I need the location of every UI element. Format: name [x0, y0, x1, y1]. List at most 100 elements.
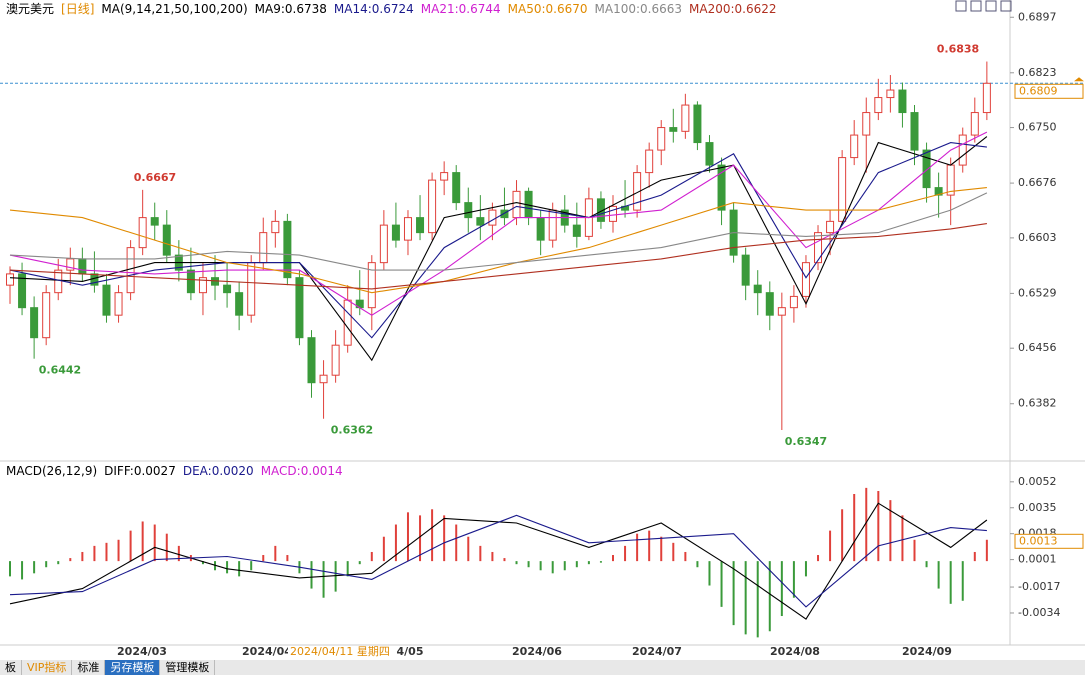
- candle-body: [198, 277, 207, 294]
- candle-body: [367, 262, 376, 309]
- y-tick-label: 0.6823: [1018, 66, 1057, 79]
- x-tick-label: 2024/09: [902, 645, 952, 658]
- candle-body: [307, 337, 316, 384]
- candle-body: [789, 295, 798, 309]
- candle-body: [681, 104, 690, 132]
- indicator-line: [9, 502, 988, 620]
- candle-body: [958, 134, 967, 166]
- candle-body: [150, 217, 159, 226]
- main-legend: 澳元美元 [日线] MA(9,14,21,50,100,200) MA9:0.6…: [6, 0, 777, 17]
- candle-body: [54, 269, 63, 294]
- x-tick-label: 2024/03: [117, 645, 167, 658]
- candle-body: [765, 292, 774, 316]
- last-price-label: 0.6809: [1019, 84, 1058, 97]
- candle-body: [910, 112, 919, 151]
- candle-body: [138, 217, 147, 249]
- y-tick-label: 0.0001: [1018, 553, 1057, 566]
- y-tick-label: 0.6456: [1018, 341, 1057, 354]
- candle-body: [235, 292, 244, 316]
- y-tick-label: 0.0052: [1018, 475, 1057, 488]
- x-tick-label: 4/05: [397, 645, 424, 658]
- crosshair-label: 2024/04/11 星期四: [290, 645, 390, 658]
- candle-body: [826, 220, 835, 234]
- candle-body: [886, 89, 895, 99]
- candle-body: [18, 273, 27, 309]
- legend-entry: MA200:0.6622: [689, 1, 777, 16]
- candle-body: [162, 224, 171, 256]
- toolbar-button[interactable]: 管理模板: [160, 660, 216, 675]
- macd-title: MACD(26,12,9): [6, 464, 98, 478]
- candle-body: [283, 220, 292, 279]
- x-tick-label: 2024/04: [242, 645, 292, 658]
- candle-body: [777, 307, 786, 316]
- x-tick-label: 2024/07: [632, 645, 682, 658]
- high-low-label: 0.6838: [937, 43, 979, 56]
- icon[interactable]: [985, 0, 997, 12]
- icon[interactable]: [955, 0, 967, 12]
- candle-body: [572, 224, 581, 237]
- indicator-line: [9, 223, 987, 290]
- candle-body: [343, 299, 352, 346]
- legend-entry: MA50:0.6670: [507, 1, 588, 16]
- candle-body: [476, 217, 485, 226]
- y-tick-label: -0.0017: [1018, 580, 1060, 593]
- indicator-line: [9, 514, 987, 608]
- period[interactable]: [日线]: [61, 2, 95, 16]
- y-tick-label: 0.6603: [1018, 231, 1057, 244]
- legend-entry: MA14:0.6724: [333, 1, 414, 16]
- candle-body: [78, 258, 87, 275]
- candle-body: [741, 254, 750, 286]
- candle-body: [331, 344, 340, 376]
- candle-body: [391, 224, 400, 241]
- candle-body: [30, 307, 39, 339]
- toolbar: 板 VIP指标 标准 另存模板 管理模板: [0, 660, 1085, 675]
- icon[interactable]: [1000, 0, 1012, 12]
- candle-body: [669, 127, 678, 132]
- symbol: 澳元美元: [6, 2, 55, 16]
- candle-body: [259, 232, 268, 264]
- candle-body: [609, 205, 617, 222]
- crosshair-box: [288, 646, 396, 659]
- candle-body: [66, 258, 75, 271]
- y-tick-label: 0.6529: [1018, 286, 1057, 299]
- candle-body: [645, 149, 654, 174]
- candle-body: [223, 284, 232, 294]
- y-tick-label: 0.6750: [1018, 121, 1057, 134]
- candle-body: [814, 232, 823, 264]
- last-price-box: [1014, 83, 1084, 99]
- candle-body: [114, 292, 123, 316]
- candle-body: [126, 247, 135, 294]
- candle-body: [693, 104, 702, 144]
- candle-body: [295, 277, 304, 339]
- candle-body: [850, 134, 859, 159]
- toolbar-button[interactable]: 板: [0, 660, 22, 675]
- candle-body: [379, 224, 388, 264]
- toolbar-button[interactable]: 标准: [72, 660, 106, 675]
- last-price-marker: [1074, 77, 1084, 82]
- legend: MA9:0.6738 MA14:0.6724 MA21:0.6744 MA50:0.6…: [255, 2, 777, 16]
- candle-body: [801, 262, 810, 297]
- toolbar-button[interactable]: 另存模板: [105, 660, 161, 675]
- toolbar-icons[interactable]: [955, 0, 1012, 12]
- indicator-line: [9, 192, 988, 271]
- candle-body: [970, 112, 979, 136]
- candle-body: [452, 172, 461, 204]
- indicator-line: [9, 131, 988, 316]
- candle-body: [271, 220, 280, 234]
- candle-body: [102, 284, 111, 316]
- y-tick-label: -0.0034: [1018, 606, 1060, 619]
- legend-entry: MA21:0.6744: [420, 1, 501, 16]
- x-tick-label: 2024/08: [770, 645, 820, 658]
- candle-body: [428, 179, 437, 234]
- icon[interactable]: [970, 0, 982, 12]
- legend-entry: MA100:0.6663: [594, 1, 683, 16]
- toolbar-button[interactable]: VIP指标: [22, 660, 73, 675]
- macd-legend: MACD(26,12,9) DIFF:0.0027 DEA:0.0020 MACD:…: [6, 464, 343, 478]
- indicator-line: [9, 142, 987, 339]
- candle-body: [705, 142, 714, 166]
- legend-entry: MA9:0.6738: [254, 1, 327, 16]
- candle-body: [512, 190, 521, 219]
- candle-body: [6, 273, 14, 286]
- candle-body: [862, 112, 871, 136]
